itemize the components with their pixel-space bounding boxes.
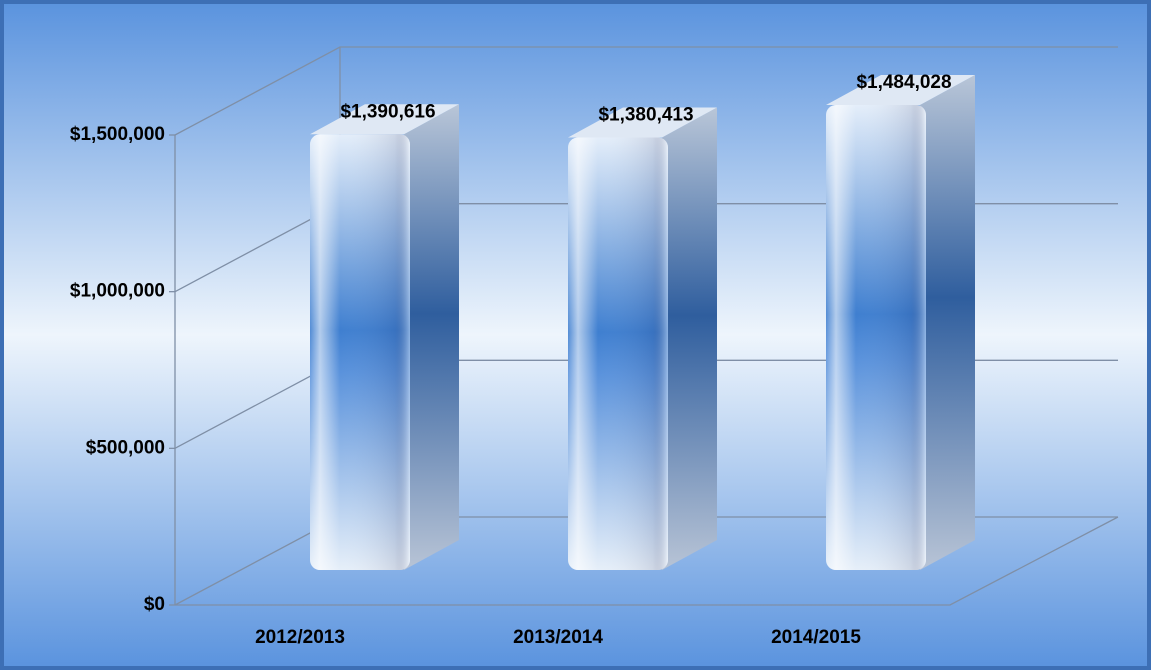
- bar-shine: [310, 134, 410, 570]
- grid-line: [174, 46, 1118, 136]
- value-label: $1,484,028: [856, 72, 951, 93]
- bar-top: [310, 104, 459, 135]
- bar-shine: [826, 105, 926, 570]
- y-tick-label: $500,000: [86, 437, 165, 458]
- bar-top: [826, 75, 975, 106]
- y-tick-label: $1,500,000: [70, 124, 165, 145]
- bar-side: [920, 75, 975, 570]
- bar: [310, 104, 459, 570]
- value-label: $1,390,616: [340, 101, 435, 122]
- bar: [826, 75, 975, 570]
- bar-side: [662, 107, 717, 571]
- floor: [175, 516, 1119, 606]
- y-tick-label: $1,000,000: [70, 281, 165, 302]
- bar-side: [404, 104, 459, 570]
- value-label: $1,380,413: [598, 104, 693, 125]
- x-tick-label: 2013/2014: [513, 627, 603, 648]
- bar-shine: [568, 137, 668, 571]
- x-tick-label: 2014/2015: [771, 627, 861, 648]
- x-tick-label: 2012/2013: [255, 627, 345, 648]
- y-tick-label: $0: [144, 594, 165, 615]
- bar-top: [568, 107, 717, 138]
- bar: [568, 107, 717, 571]
